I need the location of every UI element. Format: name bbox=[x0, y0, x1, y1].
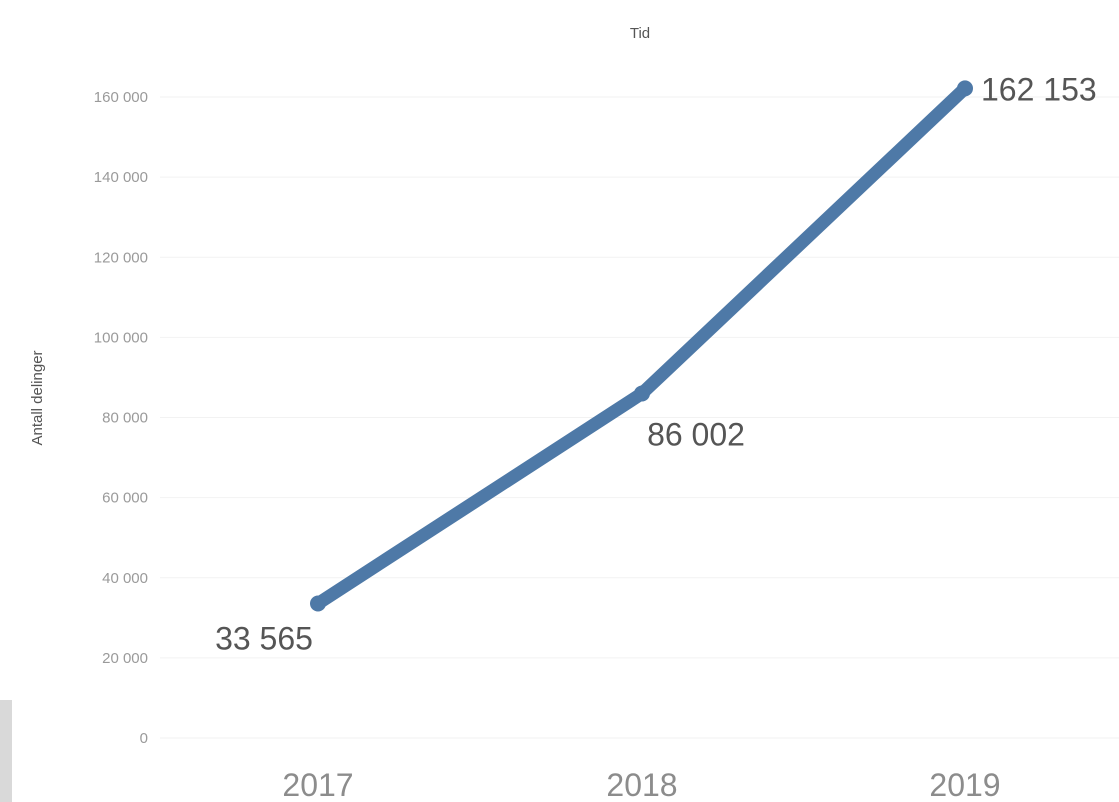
y-axis-ticks: 0 20 000 40 000 60 000 80 000 100 000 120 000 1… bbox=[94, 89, 148, 747]
data-point-2017 bbox=[310, 595, 326, 612]
data-labels: 33 565 86 002 162 153 bbox=[215, 71, 1097, 656]
gridlines bbox=[160, 96, 1119, 739]
data-label-2018: 86 002 bbox=[647, 416, 745, 452]
data-label-2019: 162 153 bbox=[981, 71, 1097, 107]
y-tick-label-3: 60 000 bbox=[102, 490, 148, 507]
x-tick-label-2017: 2017 bbox=[282, 767, 353, 802]
series-line-segment-0 bbox=[311, 386, 649, 611]
x-tick-label-2019: 2019 bbox=[929, 767, 1000, 802]
x-axis-ticks: 2017 2018 2019 bbox=[282, 767, 1000, 802]
data-point-2018 bbox=[634, 385, 650, 402]
y-tick-label-1: 20 000 bbox=[102, 650, 148, 667]
series-line-group bbox=[310, 80, 973, 612]
data-label-2017: 33 565 bbox=[215, 621, 313, 657]
data-point-2019 bbox=[957, 80, 973, 97]
x-tick-label-2018: 2018 bbox=[606, 767, 677, 802]
series-line-segment-1 bbox=[635, 81, 972, 400]
y-axis-title: Antall delinger bbox=[29, 350, 46, 445]
y-tick-label-8: 160 000 bbox=[94, 89, 148, 106]
left-edge-bar bbox=[0, 700, 12, 802]
x-axis-title: Tid bbox=[630, 25, 650, 42]
y-tick-label-4: 80 000 bbox=[102, 410, 148, 427]
y-tick-label-7: 140 000 bbox=[94, 169, 148, 186]
y-tick-label-2: 40 000 bbox=[102, 570, 148, 587]
y-tick-label-0: 0 bbox=[140, 730, 148, 747]
y-tick-label-5: 100 000 bbox=[94, 329, 148, 346]
y-tick-label-6: 120 000 bbox=[94, 249, 148, 266]
